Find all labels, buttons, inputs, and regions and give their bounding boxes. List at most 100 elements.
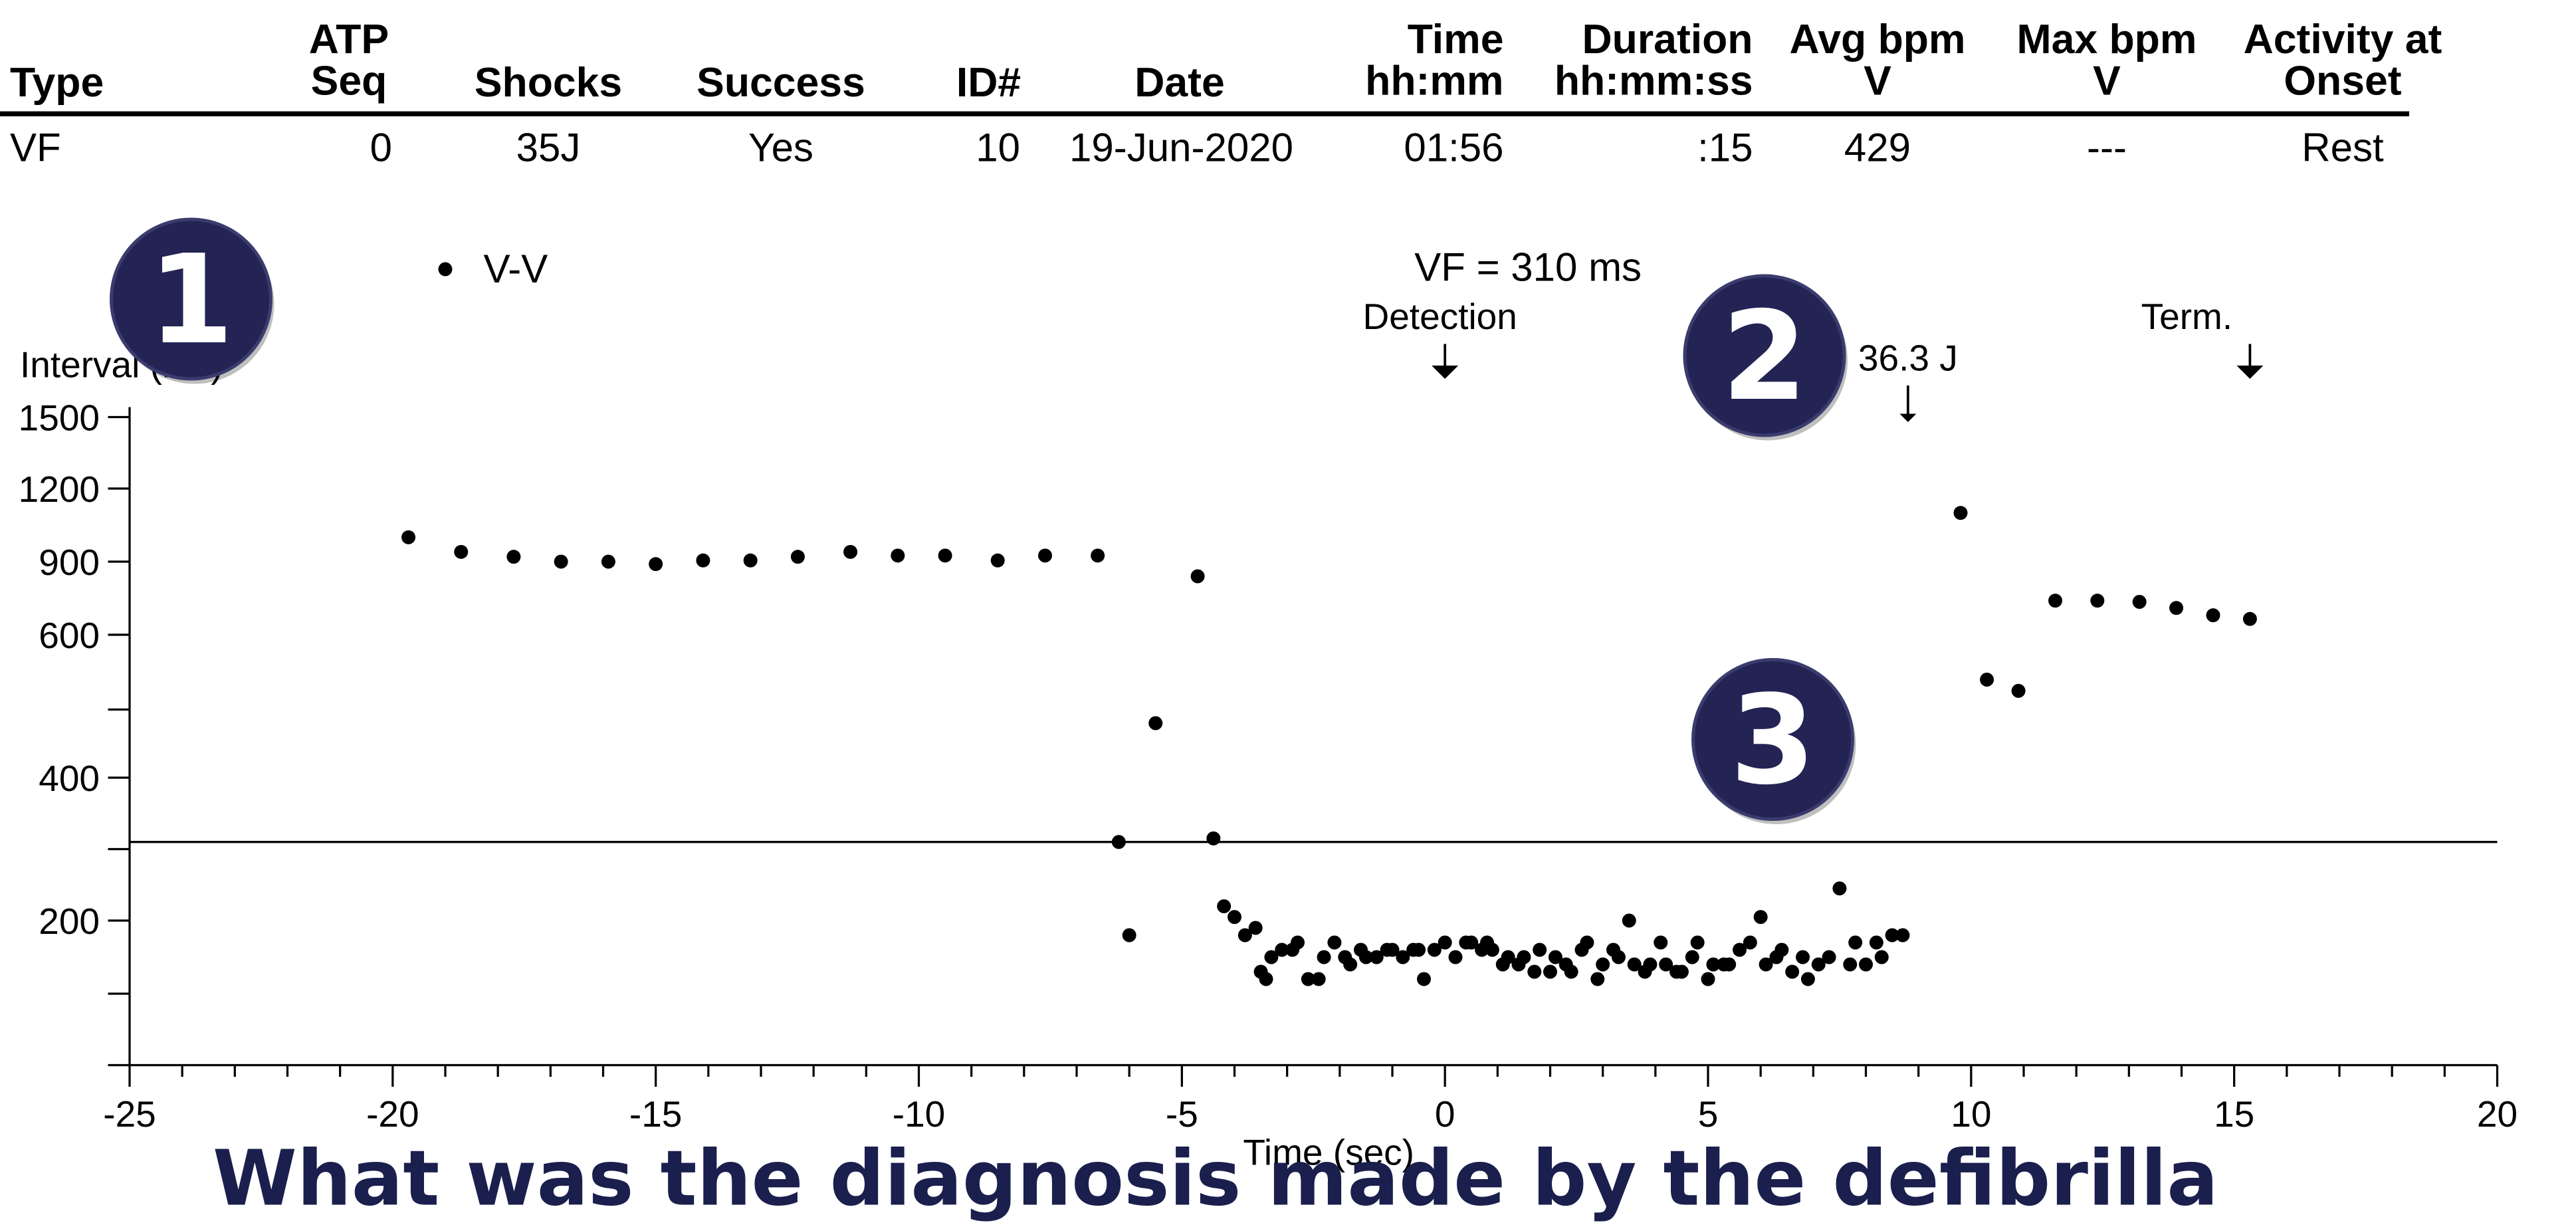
cell-success: Yes [748,126,813,171]
data-point [1501,950,1515,964]
header-avg-bpm: Avg bpm V [1789,17,1966,105]
data-point [1464,935,1479,950]
data-point [1264,950,1279,964]
data-point [1533,943,1547,957]
header-id: ID# [956,60,1021,106]
header-duration: Duration hh:mm:ss [1554,17,1753,105]
data-point [843,544,858,559]
x-tick-label: 0 [1435,1093,1455,1135]
badge-circle [1683,274,1846,437]
header-activity: Activity at Onset [2243,17,2442,105]
data-point [1291,935,1305,950]
data-point [1259,972,1273,986]
data-point [1654,935,1668,950]
badge-number: 1 [148,228,234,372]
cell-id: 10 [976,126,1020,171]
data-point [1733,943,1747,957]
data-point [1369,950,1384,964]
data-point [1527,964,1542,979]
data-point [790,550,805,564]
marker-arrow-head [1899,413,1917,422]
data-point [1627,957,1642,972]
data-point [1396,950,1410,964]
data-point [1564,964,1578,979]
data-point [2090,594,2105,608]
data-point [1800,972,1815,986]
question-text: What was the diagnosis made by the defib… [213,1133,2218,1223]
y-tick-label: 1200 [19,469,100,510]
data-point [1038,548,1052,563]
data-point [1385,943,1400,957]
data-point [1343,957,1358,972]
data-point [1690,935,1705,950]
data-point [1438,935,1452,950]
data-point [1237,928,1252,943]
y-tick-label: 1500 [19,397,100,439]
data-point [1543,964,1557,979]
marker-label: Term. [2141,296,2233,337]
header-type: Type [10,60,104,106]
cell-max-bpm: --- [2087,126,2127,171]
data-point [506,550,521,564]
marker-arrow-head [1432,366,1459,379]
marker-label: 36.3 J [1858,338,1958,379]
data-point [1190,569,1205,584]
data-point [1228,910,1241,925]
y-tick-label: 400 [39,758,100,799]
data-point [1448,950,1463,964]
numbered-badges: 1 2 3 [110,217,1856,824]
marker-label: Detection [1362,296,1517,337]
data-point [1580,935,1594,950]
marker-arrow-head [2236,366,2264,379]
x-tick-label: -15 [629,1093,683,1135]
data-point [1148,716,1163,730]
data-point [1427,943,1442,957]
data-point [1622,913,1636,928]
data-point [401,530,416,544]
cell-shocks: 35J [516,126,581,171]
legend-label: V-V [484,247,548,291]
x-axis-label: Time (sec) [1243,1132,1414,1173]
data-point [1685,950,1699,964]
interval-plot: 1500 1200 900 600 400 200 -25 -20 -15 -10 -5 0 5 10 15… [19,217,2518,1173]
data-point [1706,957,1721,972]
cell-type: VF [10,126,61,171]
data-point [1759,957,1773,972]
data-point [1953,506,1968,520]
data-point [1122,928,1136,943]
cell-activity: Rest [2302,126,2384,171]
data-point [1785,964,1800,979]
data-point [1774,943,1789,957]
header-time: Time hh:mm [1365,17,1504,105]
data-point [1843,957,1858,972]
data-point [990,553,1005,568]
x-tick-label: -10 [893,1093,945,1135]
data-point [1659,957,1673,972]
cell-avg-bpm: 429 [1844,126,1911,171]
data-point [1358,950,1373,964]
data-point [1722,957,1737,972]
data-point [1743,935,1757,950]
data-point [1832,881,1847,896]
data-point [938,548,952,563]
data-point [1859,957,1874,972]
data-point [1517,950,1531,964]
plot-annotations: V-V VF = 310 ms Detection 36.3 J Term. [438,245,2264,422]
x-tick-label: -5 [1166,1093,1198,1135]
header-atp-seq: ATP Seq [308,17,389,105]
data-point [1611,950,1626,964]
data-point [1091,548,1105,563]
cell-atp-seq: 0 [370,126,392,171]
x-tick-label: -25 [103,1093,156,1135]
data-point [1848,935,1863,950]
data-point [2132,595,2147,609]
data-point [1869,935,1883,950]
x-tick-label: 20 [2477,1093,2518,1135]
data-point [1796,950,1810,964]
plot-axes: 1500 1200 900 600 400 200 -25 -20 -15 -10 -5 0 5 10 15… [19,344,2518,1173]
data-point [1590,972,1605,986]
data-point [743,553,758,568]
data-point [1674,964,1689,979]
x-tick-label: 15 [2214,1093,2254,1135]
data-point [2169,601,2184,615]
